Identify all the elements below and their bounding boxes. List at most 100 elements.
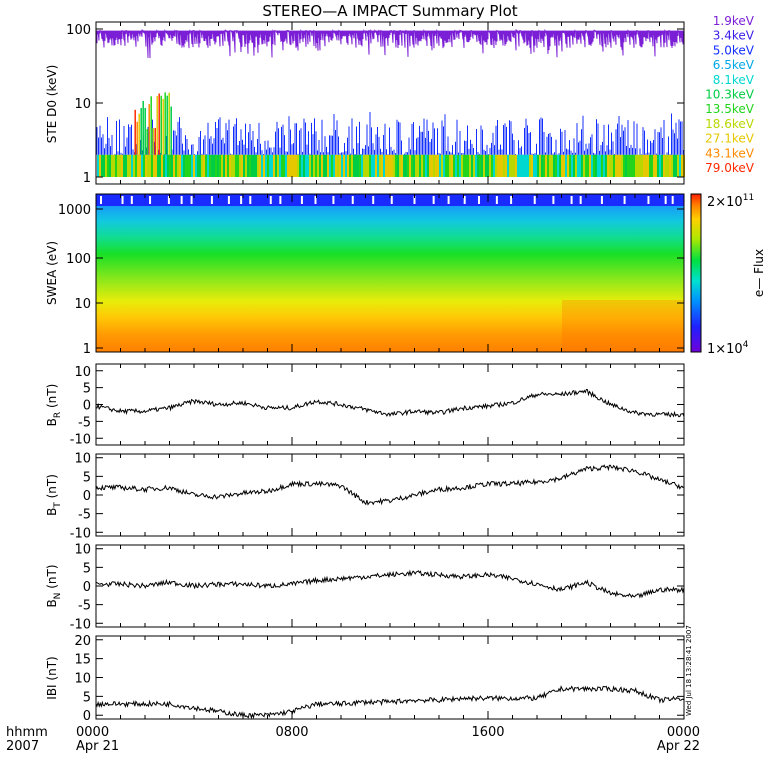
ste-stripe bbox=[173, 154, 175, 177]
ste-stripe bbox=[427, 154, 429, 177]
ste-stripe bbox=[401, 154, 403, 177]
ste-stripe bbox=[371, 154, 373, 177]
ste-stripe bbox=[485, 154, 487, 177]
ste-stripe bbox=[143, 154, 145, 177]
swea-gap bbox=[300, 196, 303, 204]
ste-stripe bbox=[451, 154, 453, 177]
ste-stripe bbox=[605, 154, 607, 177]
bn-y-ticks: 10 5 0 -5 -10 bbox=[70, 543, 684, 632]
ste-stripe bbox=[439, 154, 441, 177]
ste-stripe bbox=[521, 154, 523, 177]
ste-stripe bbox=[227, 154, 229, 177]
time-axis-ticks bbox=[95, 22, 685, 719]
ste-stripe bbox=[547, 154, 549, 177]
ste-stripe bbox=[97, 154, 99, 177]
swea-heatmap bbox=[96, 194, 684, 352]
ste-stripe bbox=[337, 154, 339, 177]
ste-stripe bbox=[449, 154, 451, 177]
ste-stripe bbox=[651, 154, 653, 177]
y-axis-label: STE D0 (keV) bbox=[45, 65, 59, 144]
ste-stripe bbox=[243, 154, 245, 177]
ste-stripe bbox=[195, 154, 197, 177]
ste-stripe bbox=[489, 154, 491, 177]
ste-stripe bbox=[299, 154, 301, 177]
ste-stripe bbox=[469, 154, 471, 177]
ste-stripe bbox=[549, 154, 551, 177]
ste-stripe bbox=[649, 154, 651, 177]
ste-stripe bbox=[375, 154, 377, 177]
ste-stripe bbox=[179, 154, 181, 177]
ste-stripe bbox=[613, 154, 615, 177]
panel-ste-d0: 100 10 1 STE D0 (keV) 1.9keV3.4keV5.0keV… bbox=[45, 14, 755, 186]
ste-top-channel bbox=[96, 28, 684, 59]
ste-stripe bbox=[327, 154, 329, 177]
ste-stripe bbox=[571, 154, 573, 177]
ste-stripe bbox=[499, 154, 501, 177]
ste-stripe bbox=[419, 154, 421, 177]
br-y-ticks: 10 5 0-5 -10 bbox=[70, 365, 684, 447]
ste-stripe bbox=[583, 154, 585, 177]
tick-label: 15 bbox=[74, 653, 91, 668]
ste-stripe bbox=[177, 154, 179, 177]
ste-stripe bbox=[641, 154, 643, 177]
ste-stripe bbox=[491, 154, 493, 177]
hhmm-label: hhmm bbox=[6, 725, 48, 740]
ste-stripe bbox=[589, 154, 591, 177]
ste-stripe bbox=[559, 154, 561, 177]
ste-stripe bbox=[209, 154, 211, 177]
swea-gap bbox=[149, 196, 152, 204]
ste-stripe bbox=[353, 154, 355, 177]
color-bar-max-exponent: 11 bbox=[743, 193, 754, 203]
tick-label: 10 bbox=[74, 297, 91, 312]
ste-stripe bbox=[117, 154, 119, 177]
panel-frame bbox=[95, 363, 685, 446]
ste-stripe bbox=[359, 154, 361, 177]
tick-label: 5 bbox=[83, 690, 91, 705]
ste-stripe bbox=[123, 154, 125, 177]
ste-stripe bbox=[277, 154, 279, 177]
ste-stripe bbox=[127, 154, 129, 177]
ste-stripe bbox=[609, 154, 611, 177]
legend-entry: 27.1keV bbox=[705, 132, 755, 146]
ste-stripe bbox=[121, 154, 123, 177]
ste-stripe bbox=[99, 154, 101, 177]
ste-stripe bbox=[255, 154, 257, 177]
swea-gap bbox=[210, 196, 213, 204]
ste-stripe bbox=[393, 154, 395, 177]
ste-stripe bbox=[377, 154, 379, 177]
ste-stripe bbox=[323, 154, 325, 177]
ste-stripe bbox=[573, 154, 575, 177]
ste-stripe bbox=[529, 154, 531, 177]
ste-stripe bbox=[231, 154, 233, 177]
ste-stripe bbox=[333, 154, 335, 177]
color-bar-gradient bbox=[690, 193, 702, 353]
ste-stripe bbox=[217, 154, 219, 177]
legend-entry: 6.5keV bbox=[713, 58, 755, 72]
swea-gap bbox=[269, 196, 272, 204]
timestamp-label: Wed Jul 18 13:28:41 2007 bbox=[685, 625, 693, 716]
ste-stripe bbox=[389, 154, 391, 177]
ste-stripe bbox=[395, 154, 397, 177]
ste-stripe bbox=[279, 154, 281, 177]
ste-stripe bbox=[593, 154, 595, 177]
ste-stripe bbox=[185, 154, 187, 177]
ste-stripe bbox=[671, 154, 673, 177]
ste-stripe bbox=[331, 154, 333, 177]
swea-gap bbox=[664, 196, 667, 204]
plot-title: STEREO—A IMPACT Summary Plot bbox=[262, 2, 517, 20]
ste-stripe bbox=[403, 154, 405, 177]
ste-stripe bbox=[165, 154, 167, 177]
ste-stripe bbox=[221, 154, 223, 177]
date-tick-label: Apr 21 bbox=[76, 739, 119, 754]
ste-stripe bbox=[363, 154, 365, 177]
ste-stripe bbox=[257, 154, 259, 177]
swea-gap bbox=[495, 196, 498, 204]
ste-stripe bbox=[637, 154, 639, 177]
ste-stripe bbox=[497, 154, 499, 177]
swea-gap bbox=[463, 196, 466, 204]
ste-stripe bbox=[645, 154, 647, 177]
panel-bn: 10 5 0 -5 -10 BN (nT) bbox=[45, 543, 685, 632]
color-bar-title: e— Flux bbox=[752, 249, 766, 297]
ste-stripe bbox=[107, 154, 109, 177]
